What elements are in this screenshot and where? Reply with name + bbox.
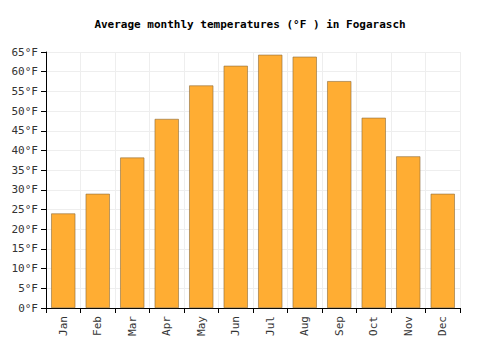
svg-text:5°F: 5°F [18, 282, 38, 295]
svg-text:20°F: 20°F [12, 223, 39, 236]
svg-text:60°F: 60°F [12, 65, 39, 78]
svg-text:Jun: Jun [229, 316, 242, 336]
svg-text:Average monthly temperatures (: Average monthly temperatures (°F ) in Fo… [94, 18, 405, 31]
svg-text:Jan: Jan [57, 316, 70, 336]
svg-text:10°F: 10°F [12, 262, 39, 275]
svg-text:65°F: 65°F [12, 46, 39, 59]
svg-text:Dec: Dec [436, 316, 449, 336]
svg-text:Oct: Oct [367, 316, 380, 336]
svg-text:Nov: Nov [402, 316, 415, 336]
svg-text:Jul: Jul [264, 316, 277, 336]
svg-text:25°F: 25°F [12, 203, 39, 216]
svg-text:Aug: Aug [298, 316, 311, 336]
svg-text:30°F: 30°F [12, 183, 39, 196]
svg-text:May: May [195, 316, 208, 336]
svg-text:Mar: Mar [126, 316, 139, 336]
svg-text:45°F: 45°F [12, 124, 39, 137]
svg-text:50°F: 50°F [12, 105, 39, 118]
svg-text:Apr: Apr [160, 316, 173, 336]
svg-text:0°F: 0°F [18, 302, 38, 315]
svg-text:40°F: 40°F [12, 144, 39, 157]
svg-text:15°F: 15°F [12, 242, 39, 255]
svg-text:55°F: 55°F [12, 85, 39, 98]
svg-text:Sep: Sep [333, 316, 346, 336]
svg-text:Feb: Feb [91, 316, 104, 336]
svg-text:35°F: 35°F [12, 164, 39, 177]
